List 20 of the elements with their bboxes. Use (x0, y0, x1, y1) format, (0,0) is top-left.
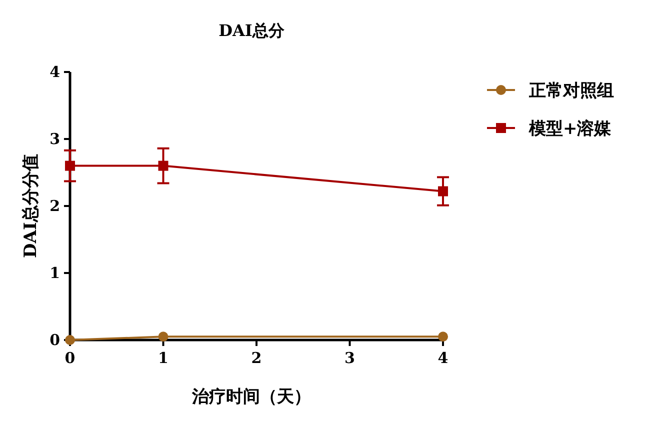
legend-label: 正常对照组 (528, 81, 614, 101)
x-tick-label: 1 (158, 349, 168, 367)
y-tick-label: 3 (50, 130, 60, 148)
y-axis-title: DAI总分分值 (21, 154, 41, 258)
x-tick-label: 3 (344, 349, 355, 367)
point (65, 160, 75, 171)
legend-label: 模型+溶媒 (528, 119, 612, 139)
y-tick-label: 2 (50, 197, 60, 215)
point (438, 332, 448, 342)
point (438, 186, 448, 196)
point (158, 160, 168, 171)
y-tick-label: 4 (50, 63, 60, 81)
chart-title: DAI总分 (218, 21, 286, 40)
x-axis-title: 治疗时间（天） (191, 387, 311, 407)
x-tick-label: 2 (251, 349, 262, 367)
y-tick-label: 0 (50, 331, 60, 349)
y-tick-label: 1 (50, 264, 60, 282)
x-tick-label: 0 (64, 349, 76, 367)
x-tick-label: 4 (438, 349, 448, 367)
point (158, 332, 168, 342)
